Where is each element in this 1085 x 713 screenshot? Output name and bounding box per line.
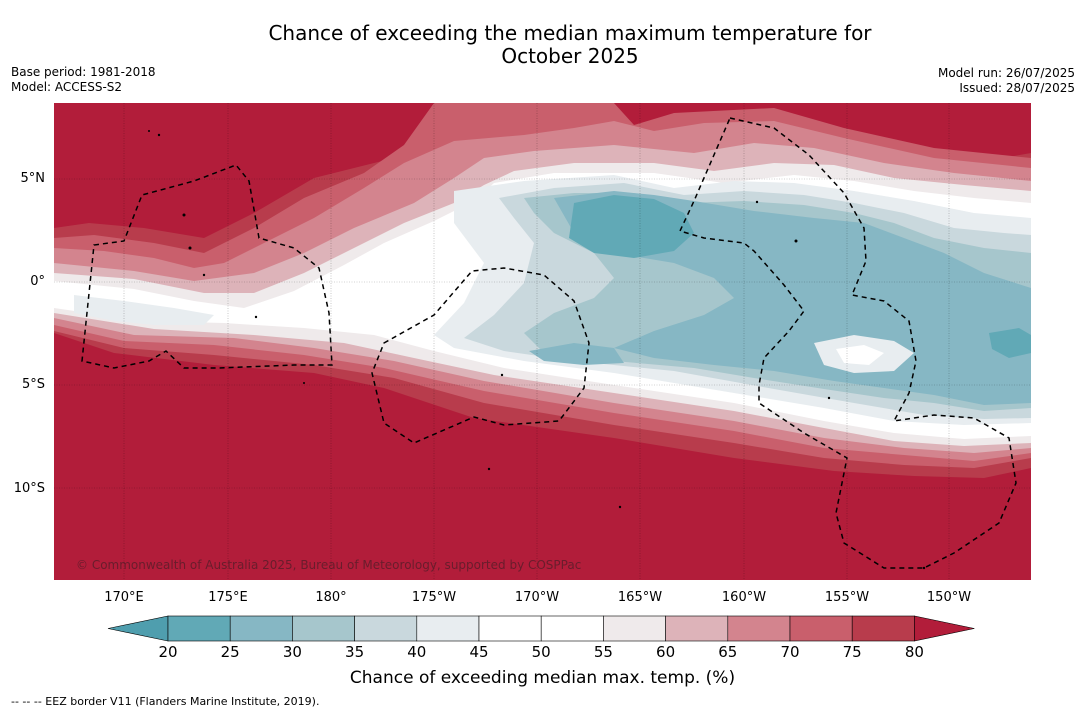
lat-label-5s: 5°S (21, 377, 45, 392)
base-period: Base period: 1981-2018 (11, 65, 156, 79)
lon-label-175e: 175°E (208, 590, 248, 605)
island-8 (794, 239, 798, 243)
lon-label-170w: 170°W (514, 590, 560, 605)
band-25-mid (529, 343, 624, 365)
island-11 (922, 566, 926, 570)
island-1 (157, 133, 161, 137)
colorbar-tick-label: 45 (469, 643, 489, 661)
model-name: Model: ACCESS-S2 (11, 80, 123, 94)
lat-label-10s: 10°S (13, 481, 45, 496)
colorbar-tick-label: 30 (282, 643, 302, 661)
lon-label-170e: 170°E (104, 590, 144, 605)
colorbar-svg (107, 615, 975, 642)
colorbar-segment (665, 615, 729, 642)
lon-label-175w: 175°W (411, 590, 457, 605)
island-10 (827, 396, 831, 400)
island-3 (182, 213, 186, 217)
lat-label-0: 0° (30, 274, 45, 289)
colorbar-tick-label: 55 (593, 643, 613, 661)
eez-legend: -- -- -- EEZ border V11 (Flanders Marine… (11, 695, 320, 708)
colorbar-segment (789, 615, 853, 642)
island-4 (188, 246, 192, 250)
copyright-notice: © Commonwealth of Australia 2025, Bureau… (76, 558, 582, 572)
island-14 (303, 382, 305, 384)
island-2 (148, 130, 150, 132)
colorbar-tick-label: 35 (345, 643, 365, 661)
colorbar-segment (229, 615, 293, 642)
islands (148, 130, 926, 570)
colorbar-segment (354, 615, 418, 642)
colorbar-segment (478, 615, 542, 642)
issued-date: Issued: 28/07/2025 (959, 81, 1075, 95)
band-20-east (989, 328, 1031, 358)
colorbar-segment (416, 615, 480, 642)
band-40-west (74, 295, 214, 325)
lon-label-155w: 155°W (824, 590, 870, 605)
eez-phoenix (371, 267, 590, 444)
colorbar-tick-label: 65 (718, 643, 738, 661)
lon-label-150w: 150°W (926, 590, 972, 605)
island-6 (254, 315, 258, 319)
colorbar-tick-label: 75 (842, 643, 862, 661)
band-white-patch (836, 345, 884, 365)
lon-label-180: 180° (315, 590, 347, 605)
eez-kiribati-gilbert (81, 164, 333, 369)
colorbar-segment (167, 615, 231, 642)
island-5 (202, 273, 206, 277)
colorbar-segment (851, 615, 915, 642)
title-line-1: Chance of exceeding the median maximum t… (268, 21, 872, 45)
island-13 (487, 467, 491, 471)
graticule (54, 103, 1031, 580)
colorbar-segment (540, 615, 604, 642)
map-svg (54, 103, 1031, 580)
colorbar (105, 614, 981, 648)
colorbar-label: Chance of exceeding median max. temp. (%… (349, 668, 736, 688)
colorbar-tick-label: 40 (407, 643, 427, 661)
lon-label-160w: 160°W (721, 590, 767, 605)
eez-borders (81, 117, 1017, 569)
map-panel (54, 103, 1031, 580)
meta-left: Base period: 1981-2018 Model: ACCESS-S2 (11, 65, 156, 95)
colorbar-tick-label: 70 (780, 643, 800, 661)
colorbar-tick-label: 60 (656, 643, 676, 661)
title-line-2: October 2025 (501, 44, 639, 68)
eez-line-islands (678, 117, 1017, 569)
colorbar-tick-label: 50 (531, 643, 551, 661)
colorbar-segment (292, 615, 355, 642)
island-9 (755, 200, 759, 204)
colorbar-segment (727, 615, 791, 642)
lat-label-5n: 5°N (20, 171, 46, 186)
island-12 (618, 505, 622, 509)
colorbar-extend-low (107, 615, 169, 642)
chart-title: Chance of exceeding the median maximum t… (170, 22, 970, 68)
colorbar-tick-label: 80 (904, 643, 924, 661)
meta-right: Model run: 26/07/2025 Issued: 28/07/2025 (938, 66, 1075, 96)
colorbar-tick-label: 20 (158, 643, 178, 661)
band-20 (569, 195, 694, 258)
colorbar-tick-label: 25 (220, 643, 240, 661)
lon-label-165w: 165°W (617, 590, 663, 605)
island-7 (500, 373, 504, 377)
colorbar-segment (603, 615, 666, 642)
model-run: Model run: 26/07/2025 (937, 66, 1075, 80)
colorbar-extend-high (914, 615, 975, 642)
